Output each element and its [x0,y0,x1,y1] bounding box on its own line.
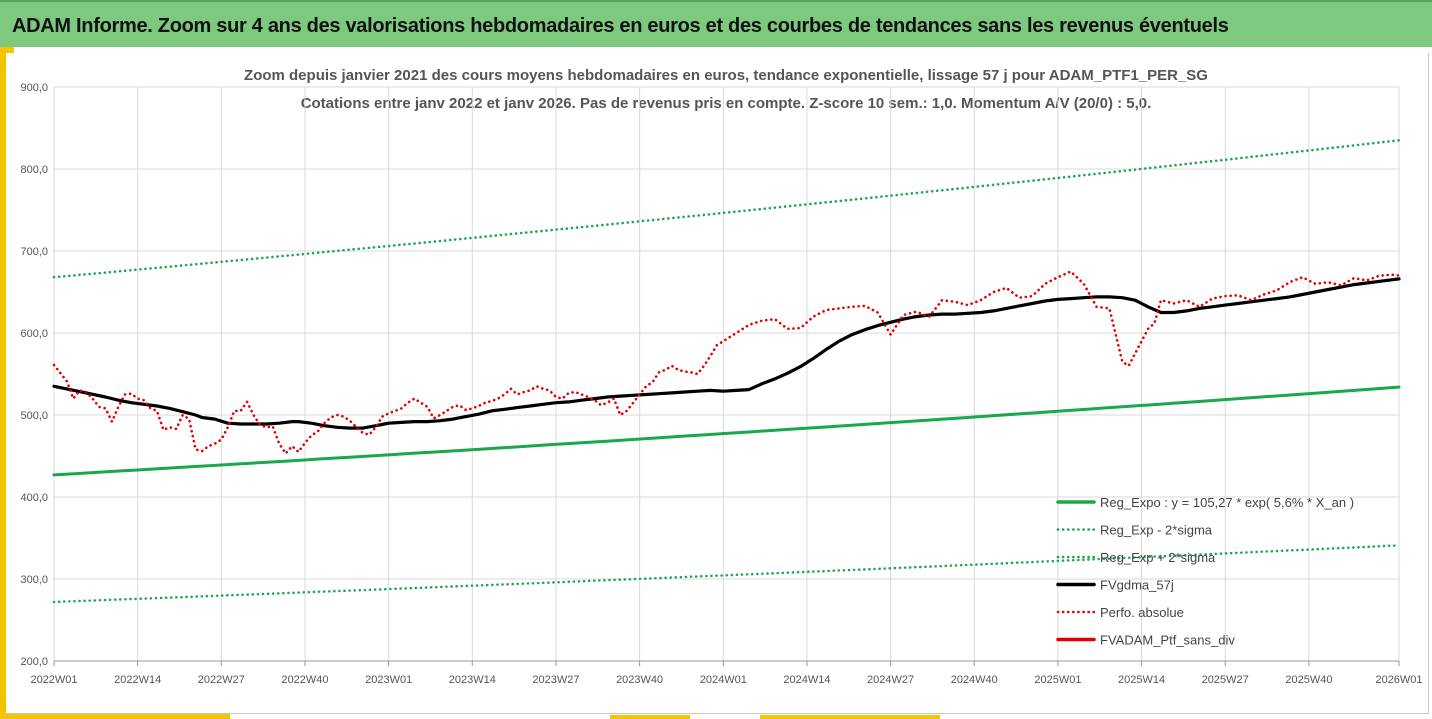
x-tick-label: 2023W40 [616,674,663,686]
series-line-reg-exp-2-sigma [52,544,1401,604]
series-line-reg-exp-2-sigma [52,139,1401,279]
x-tick-label: 2024W27 [867,674,914,686]
x-tick-label: 2025W40 [1285,674,1332,686]
y-tick-label: 700,0 [20,246,48,258]
x-tick-label: 2023W14 [449,674,496,686]
x-tick-label: 2024W01 [700,674,747,686]
legend-label: Reg_Expo : y = 105,27 * exp( 5,6% * X_an… [1100,495,1354,510]
x-tick-label: 2023W27 [532,674,579,686]
legend-label: FVgdma_57j [1100,578,1174,593]
series-line-reg-expo-y-105-27-exp-5-6-x-an [52,385,1401,477]
x-tick-label: 2025W27 [1202,674,1249,686]
legend-label: Reg_Exp - 2*sigma [1100,523,1213,538]
y-tick-label: 800,0 [20,164,48,176]
series-line-fvgdma-57j [52,277,1401,430]
y-tick-label: 500,0 [20,410,48,422]
report-banner: ADAM Informe. Zoom sur 4 ans des valoris… [0,0,1432,47]
x-tick-label: 2026W01 [1375,674,1422,686]
x-tick-label: 2024W14 [783,674,830,686]
y-tick-label: 300,0 [20,574,48,586]
y-tick-label: 600,0 [20,328,48,340]
accent-bar-left [0,47,6,719]
axes: 200,0 300,0 400,0 500,0 600,0 700,0 800,0 900,0… [20,82,1422,686]
report-title: ADAM Informe. Zoom sur 4 ans des valoris… [12,15,1229,37]
y-tick-label: 200,0 [20,656,48,668]
accent-bar-top [0,47,14,53]
x-tick-label: 2023W01 [365,674,412,686]
x-tick-label: 2022W14 [114,674,161,686]
x-tick-label: 2022W40 [281,674,328,686]
grid [53,86,1400,662]
legend: Reg_Expo : y = 105,27 * exp( 5,6% * X_an… [1056,495,1354,648]
x-tick-label: 2024W40 [951,674,998,686]
accent-bar-bottom-3 [760,715,940,719]
series-group [52,139,1401,604]
legend-label: Perfo. absolue [1100,605,1184,620]
x-tick-label: 2025W14 [1118,674,1165,686]
y-tick-label: 400,0 [20,492,48,504]
legend-label: Reg_Exp + 2*sigma [1100,550,1216,565]
chart-title-line-1: Zoom depuis janvier 2021 des cours moyen… [244,67,1208,84]
x-tick-label: 2022W27 [198,674,245,686]
series-line-fvadam-ptf-sans-div [52,270,1401,455]
accent-bar-bottom-2 [610,715,690,719]
y-tick-label: 900,0 [20,82,48,94]
legend-label: FVADAM_Ptf_sans_div [1100,633,1235,648]
line-chart: Zoom depuis janvier 2021 des cours moyen… [20,67,1422,686]
chart-title-line-2: Cotations entre janv 2022 et janv 2026. … [301,95,1152,112]
chart-frame: Zoom depuis janvier 2021 des cours moyen… [6,53,1429,714]
accent-bar-bottom [0,711,230,719]
x-tick-label: 2022W01 [30,674,77,686]
x-tick-label: 2025W01 [1034,674,1081,686]
